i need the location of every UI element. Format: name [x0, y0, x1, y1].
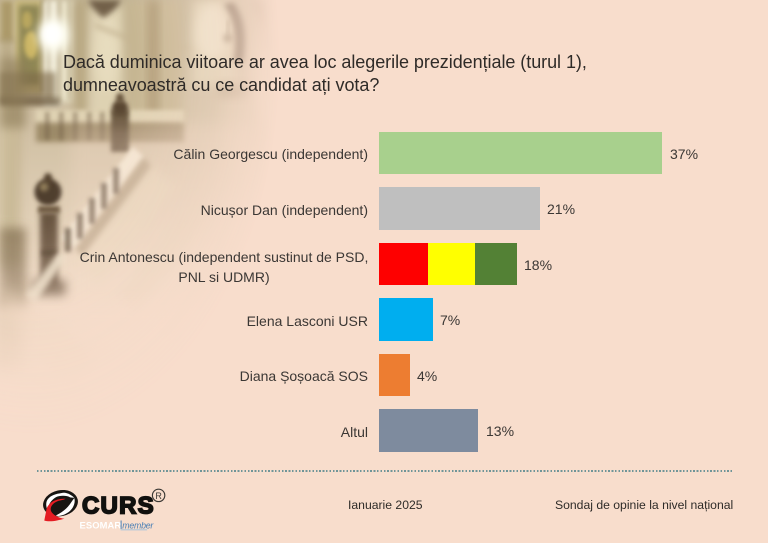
svg-text:CURS: CURS — [82, 493, 155, 520]
svg-text:ESOMAR: ESOMAR — [80, 520, 122, 531]
svg-text:member: member — [122, 521, 154, 531]
svg-text:R: R — [155, 491, 162, 501]
